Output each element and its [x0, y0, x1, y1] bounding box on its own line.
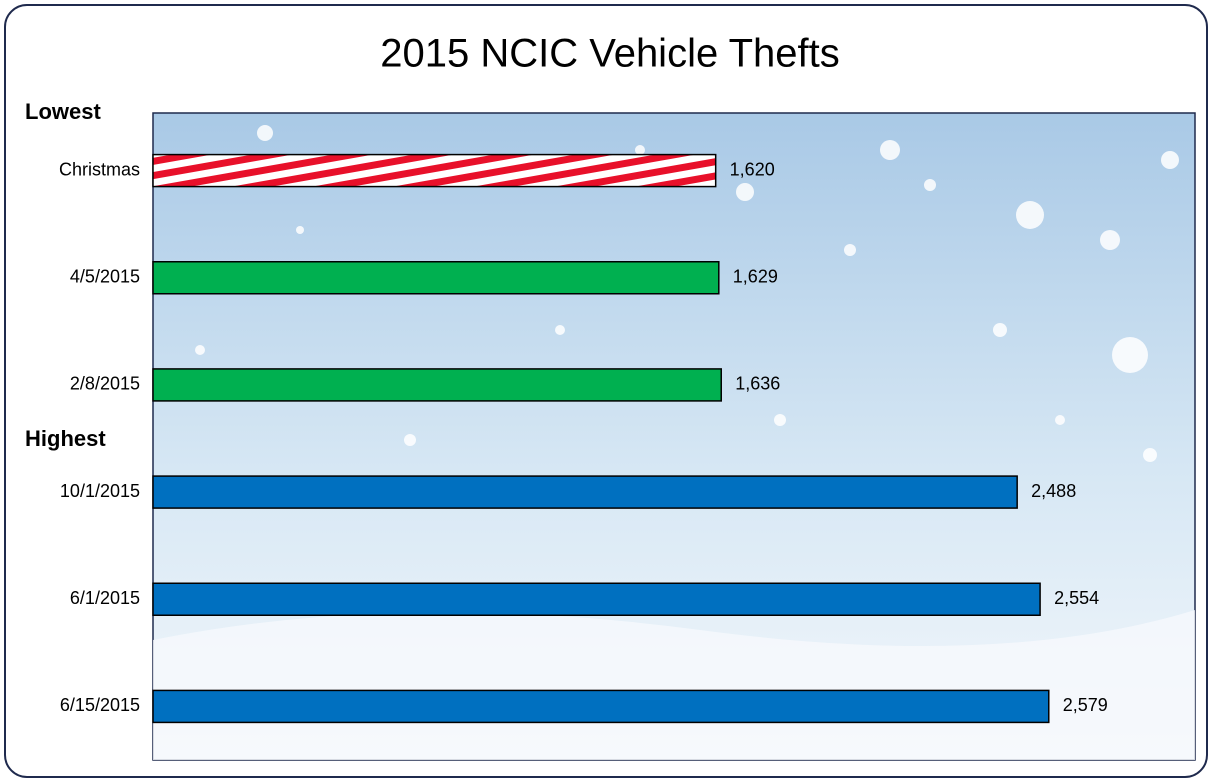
bar: [153, 262, 719, 294]
bar: [153, 690, 1049, 722]
chart-title: 2015 NCIC Vehicle Thefts: [380, 32, 840, 76]
bar: [153, 369, 721, 401]
y-tick-label: 4/5/2015: [70, 267, 140, 287]
data-label: 2,579: [1063, 695, 1108, 715]
page: {"chart_data": {"type": "bar", "orientat…: [0, 0, 1212, 782]
y-tick-label: 6/1/2015: [70, 588, 140, 608]
bar: [153, 155, 716, 187]
bar: [153, 476, 1017, 508]
y-tick-label: 2/8/2015: [70, 374, 140, 394]
bar: [153, 583, 1040, 615]
data-label: 1,636: [735, 374, 780, 394]
data-label: 2,488: [1031, 481, 1076, 501]
section-label: Lowest: [25, 99, 101, 124]
data-label: 1,629: [733, 267, 778, 287]
chart: 2015 NCIC Vehicle Thefts Lowest Highest …: [0, 0, 1212, 782]
y-tick-label: Christmas: [59, 159, 140, 179]
section-label: Highest: [25, 426, 106, 451]
data-label: 1,620: [730, 159, 775, 179]
data-label: 2,554: [1054, 588, 1099, 608]
y-tick-label: 10/1/2015: [60, 481, 140, 501]
y-tick-label: 6/15/2015: [60, 695, 140, 715]
